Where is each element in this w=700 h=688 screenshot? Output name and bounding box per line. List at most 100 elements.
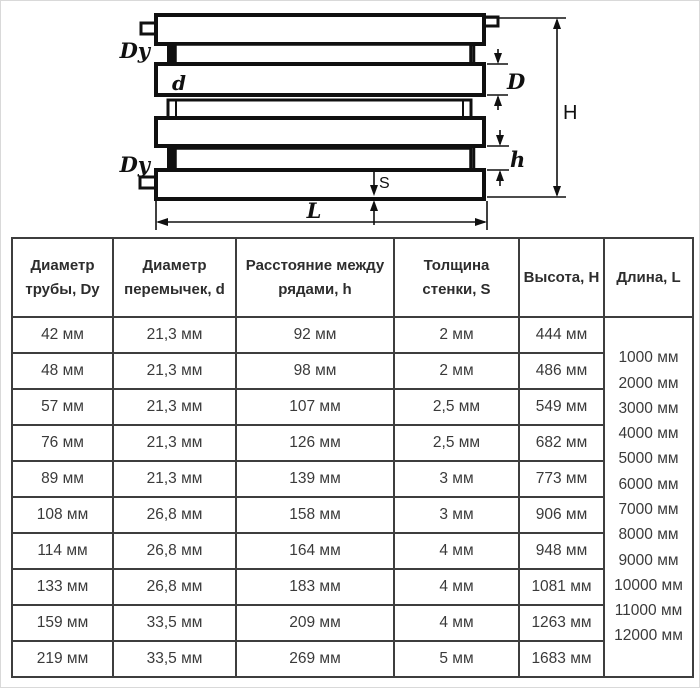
- table-cell: 2 мм: [393, 352, 520, 390]
- table-cell: 114 мм: [11, 532, 114, 570]
- arrowhead: [494, 95, 502, 106]
- pipe-row-1: [154, 13, 486, 46]
- table-cell: 2 мм: [393, 316, 520, 354]
- table-cell: 906 мм: [518, 496, 605, 534]
- arrowhead: [496, 170, 504, 181]
- arrowhead: [553, 18, 561, 29]
- table-cell: 26,8 мм: [112, 568, 237, 606]
- header-wall-thickness: Толщина стенки, S: [393, 237, 520, 318]
- length-option: 3000 мм: [618, 399, 679, 417]
- table-cell: 158 мм: [235, 496, 395, 534]
- label-L: L: [306, 198, 322, 223]
- arrowhead: [475, 218, 487, 226]
- table-cell: 48 мм: [11, 352, 114, 390]
- arrowhead: [553, 186, 561, 197]
- table-cell: 76 мм: [11, 424, 114, 462]
- header-length: Длина, L: [603, 237, 694, 318]
- label-dy-bottom: Dy: [119, 152, 152, 177]
- table-cell: 164 мм: [235, 532, 395, 570]
- label-h: h: [510, 147, 525, 172]
- length-option: 6000 мм: [618, 475, 679, 493]
- table-cell: 1081 мм: [518, 568, 605, 606]
- header-row: Диаметр трубы, Dy Диаметр перемычек, d Р…: [11, 237, 694, 318]
- table-row: 219 мм 33,5 мм 269 мм 5 мм 1683 мм: [11, 640, 693, 678]
- table-cell: 26,8 мм: [112, 496, 237, 534]
- table-cell: 26,8 мм: [112, 532, 237, 570]
- header-jumper-diameter: Диаметр перемычек, d: [112, 237, 237, 318]
- table-cell: 21,3 мм: [112, 316, 237, 354]
- table-cell: 4 мм: [393, 532, 520, 570]
- table-cell: 33,5 мм: [112, 604, 237, 642]
- pipe-row-2: [173, 42, 473, 67]
- table-cell: 209 мм: [235, 604, 395, 642]
- table-cell: 269 мм: [235, 640, 395, 678]
- table-cell: 5 мм: [393, 640, 520, 678]
- table-cell: 948 мм: [518, 532, 605, 570]
- arrowhead: [370, 200, 378, 211]
- label-d: d: [172, 71, 186, 95]
- length-option: 7000 мм: [618, 501, 679, 518]
- length-option: 4000 мм: [618, 425, 679, 443]
- table-header: Диаметр трубы, Dy Диаметр перемычек, d Р…: [11, 237, 694, 318]
- table-row: 133 мм 26,8 мм 183 мм 4 мм 1081 мм: [11, 568, 693, 606]
- table-cell: 1263 мм: [518, 604, 605, 642]
- length-option: 11000 мм: [614, 602, 683, 620]
- table-cell: 107 мм: [235, 388, 395, 426]
- table-cell: 42 мм: [11, 316, 114, 354]
- table-cell: 92 мм: [235, 316, 395, 354]
- table-row: 114 мм 26,8 мм 164 мм 4 мм 948 мм: [11, 532, 693, 570]
- table-cell: 98 мм: [235, 352, 395, 390]
- table-cell: 133 мм: [11, 568, 114, 606]
- table-cell: 183 мм: [235, 568, 395, 606]
- table-cell: 2,5 мм: [393, 424, 520, 462]
- table-cell: 57 мм: [11, 388, 114, 426]
- arrowhead: [494, 53, 502, 64]
- header-row-spacing: Расстояние между рядами, h: [235, 237, 395, 318]
- length-option: 5000 мм: [618, 450, 679, 468]
- table-row: 108 мм 26,8 мм 158 мм 3 мм 906 мм: [11, 496, 693, 534]
- table-row: 48 мм 21,3 мм 98 мм 2 мм 486 мм: [11, 352, 693, 390]
- table-row: 76 мм 21,3 мм 126 мм 2,5 мм 682 мм: [11, 424, 693, 462]
- pipe-row-5: [154, 116, 486, 148]
- table-cell: 773 мм: [518, 460, 605, 498]
- table-cell: 486 мм: [518, 352, 605, 390]
- table-cell: 3 мм: [393, 460, 520, 498]
- table-body: 42 мм 21,3 мм 92 мм 2 мм 444 мм 1000 мм 2000 м…: [11, 316, 694, 678]
- jumper-left-bottom: [167, 142, 174, 172]
- table-cell: 89 мм: [11, 460, 114, 498]
- length-options-cell: 1000 мм 2000 мм 3000 мм 4000 мм 5000 мм 6000 …: [603, 316, 694, 678]
- pipe-row-3: [154, 62, 486, 97]
- table-cell: 159 мм: [11, 604, 114, 642]
- length-option: 9000 мм: [618, 551, 679, 569]
- pipe-row-4: [166, 98, 473, 120]
- table-cell: 2,5 мм: [393, 388, 520, 426]
- arrowhead: [370, 185, 378, 196]
- table-cell: 444 мм: [518, 316, 605, 354]
- dim-H: [485, 17, 566, 198]
- pipe-row-6: [173, 146, 473, 172]
- pipe-row-7: [154, 168, 486, 201]
- table-cell: 21,3 мм: [112, 352, 237, 390]
- length-option: 2000 мм: [618, 374, 679, 392]
- header-pipe-diameter: Диаметр трубы, Dy: [11, 237, 114, 318]
- table-cell: 21,3 мм: [112, 388, 237, 426]
- length-option: 12000 мм: [614, 627, 683, 645]
- dim-L: [155, 201, 488, 230]
- dimensions-table: Диаметр трубы, Dy Диаметр перемычек, d Р…: [11, 237, 694, 678]
- arrowhead: [156, 218, 168, 226]
- table-cell: 33,5 мм: [112, 640, 237, 678]
- table-cell: 1683 мм: [518, 640, 605, 678]
- table-row: 89 мм 21,3 мм 139 мм 3 мм 773 мм: [11, 460, 693, 498]
- table-cell: 219 мм: [11, 640, 114, 678]
- jumper-left-top: [167, 41, 174, 67]
- table-cell: 549 мм: [518, 388, 605, 426]
- label-dy-top: Dy: [119, 38, 152, 63]
- table-row: 42 мм 21,3 мм 92 мм 2 мм 444 мм 1000 мм 2000 м…: [11, 316, 694, 678]
- register-drawing: Dy Dy d D h H S L: [1, 1, 700, 235]
- arrowhead: [496, 135, 504, 146]
- table-cell: 139 мм: [235, 460, 395, 498]
- length-option: 8000 мм: [618, 526, 679, 544]
- header-height: Высота, H: [518, 237, 605, 318]
- table-cell: 4 мм: [393, 604, 520, 642]
